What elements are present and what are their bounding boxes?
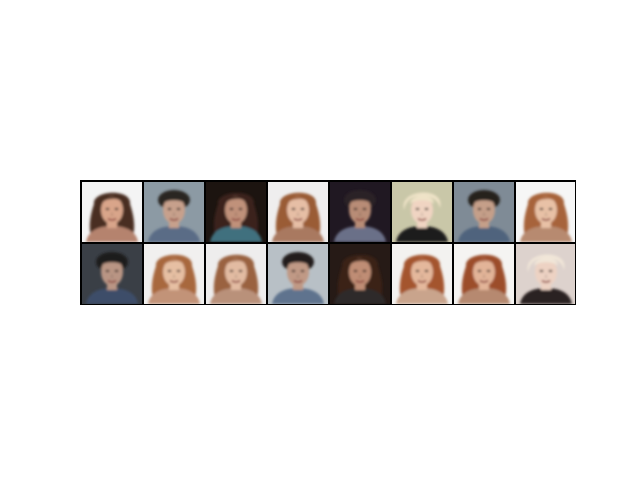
portrait-image — [392, 244, 452, 304]
portrait-image — [268, 182, 328, 242]
portrait-tile — [392, 182, 452, 242]
portrait-tile — [330, 182, 390, 242]
portrait-tile — [82, 244, 142, 304]
portrait-tile — [144, 182, 204, 242]
portrait-tile — [516, 244, 575, 304]
portrait-tile — [206, 182, 266, 242]
portrait-tile — [82, 182, 142, 242]
portrait-image — [144, 182, 204, 242]
portrait-image — [454, 244, 514, 304]
portrait-tile — [268, 182, 328, 242]
portrait-image — [206, 182, 266, 242]
portrait-image — [206, 244, 266, 304]
portrait-image — [330, 244, 390, 304]
portrait-image — [330, 182, 390, 242]
portrait-image — [144, 244, 204, 304]
portrait-image — [516, 182, 575, 242]
portrait-tile — [454, 182, 514, 242]
portrait-tile — [330, 244, 390, 304]
portrait-tile — [144, 244, 204, 304]
portrait-tile — [516, 182, 575, 242]
portrait-image — [268, 244, 328, 304]
image-grid — [80, 180, 576, 305]
portrait-tile — [206, 244, 266, 304]
portrait-tile — [268, 244, 328, 304]
portrait-image — [82, 244, 142, 304]
portrait-tile — [392, 244, 452, 304]
portrait-tile — [454, 244, 514, 304]
portrait-image — [516, 244, 575, 304]
portrait-image — [82, 182, 142, 242]
portrait-image — [454, 182, 514, 242]
portrait-image — [392, 182, 452, 242]
